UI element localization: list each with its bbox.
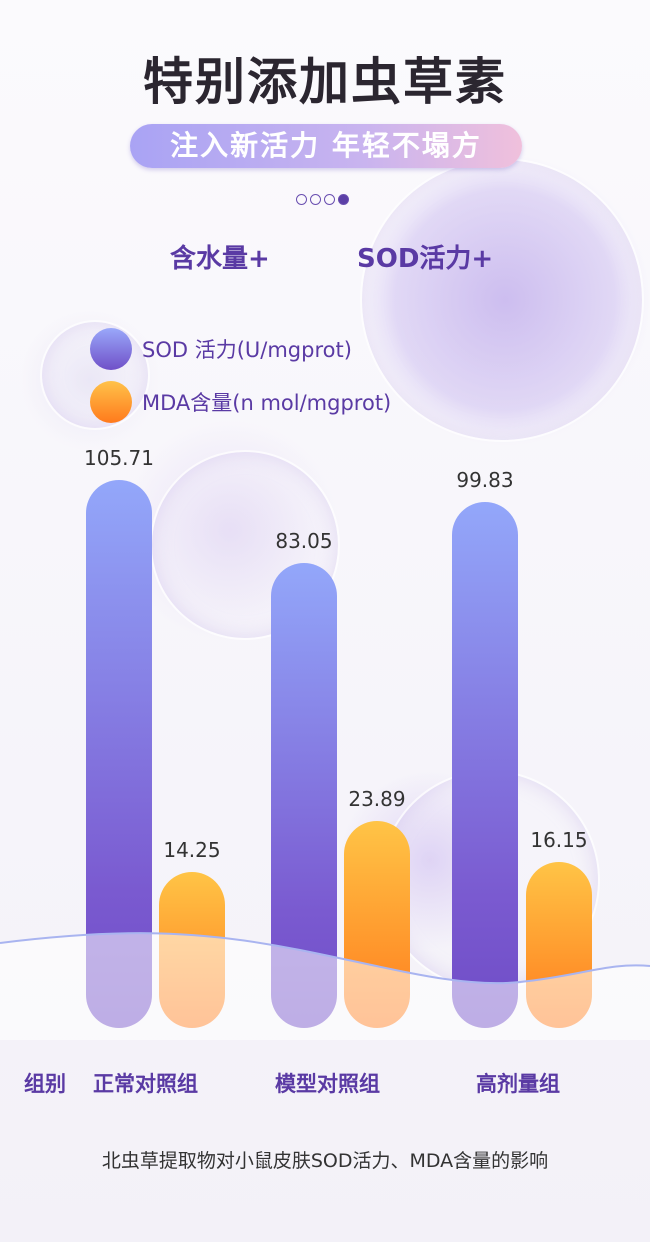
data-label: 16.15 (530, 828, 588, 853)
x-tick-label: 模型对照组 (275, 1072, 380, 1096)
legend-label: MDA含量(n mol/mgprot) (142, 391, 392, 415)
legend-swatch-sod (90, 328, 132, 370)
x-axis-title: 组别 (24, 1072, 66, 1096)
data-label: 23.89 (348, 787, 406, 812)
x-tick-label: 正常对照组 (93, 1072, 198, 1096)
legend-swatch-mda (90, 381, 132, 423)
bubble-decoration (40, 320, 150, 430)
pager-dot[interactable] (296, 194, 307, 205)
sod-bar (452, 501, 518, 1028)
data-label: 83.05 (275, 529, 333, 554)
bubble-decoration (360, 158, 644, 442)
data-label: 99.83 (456, 467, 514, 492)
pager-dot[interactable] (324, 194, 335, 205)
wave-overlay (0, 932, 650, 1040)
legend-label: SOD 活力(U/mgprot) (142, 338, 352, 362)
legend-item-mda: MDA含量(n mol/mgprot) (90, 381, 391, 423)
subtitle-banner: 注入新活力 年轻不塌方 (130, 124, 522, 168)
pager-dot[interactable] (310, 194, 321, 205)
claim-sod: SOD活力+ (357, 244, 494, 274)
claim-moisture: 含水量+ (170, 244, 270, 274)
data-label: 14.25 (163, 838, 221, 863)
x-tick-label: 高剂量组 (476, 1072, 560, 1096)
legend-item-sod: SOD 活力(U/mgprot) (90, 328, 352, 370)
pager-dot-active[interactable] (338, 194, 349, 205)
page-title: 特别添加虫草素 (143, 52, 507, 111)
chart-caption: 北虫草提取物对小鼠皮肤SOD活力、MDA含量的影响 (101, 1150, 549, 1172)
data-label: 105.71 (84, 446, 154, 471)
pager-dots (296, 194, 349, 205)
